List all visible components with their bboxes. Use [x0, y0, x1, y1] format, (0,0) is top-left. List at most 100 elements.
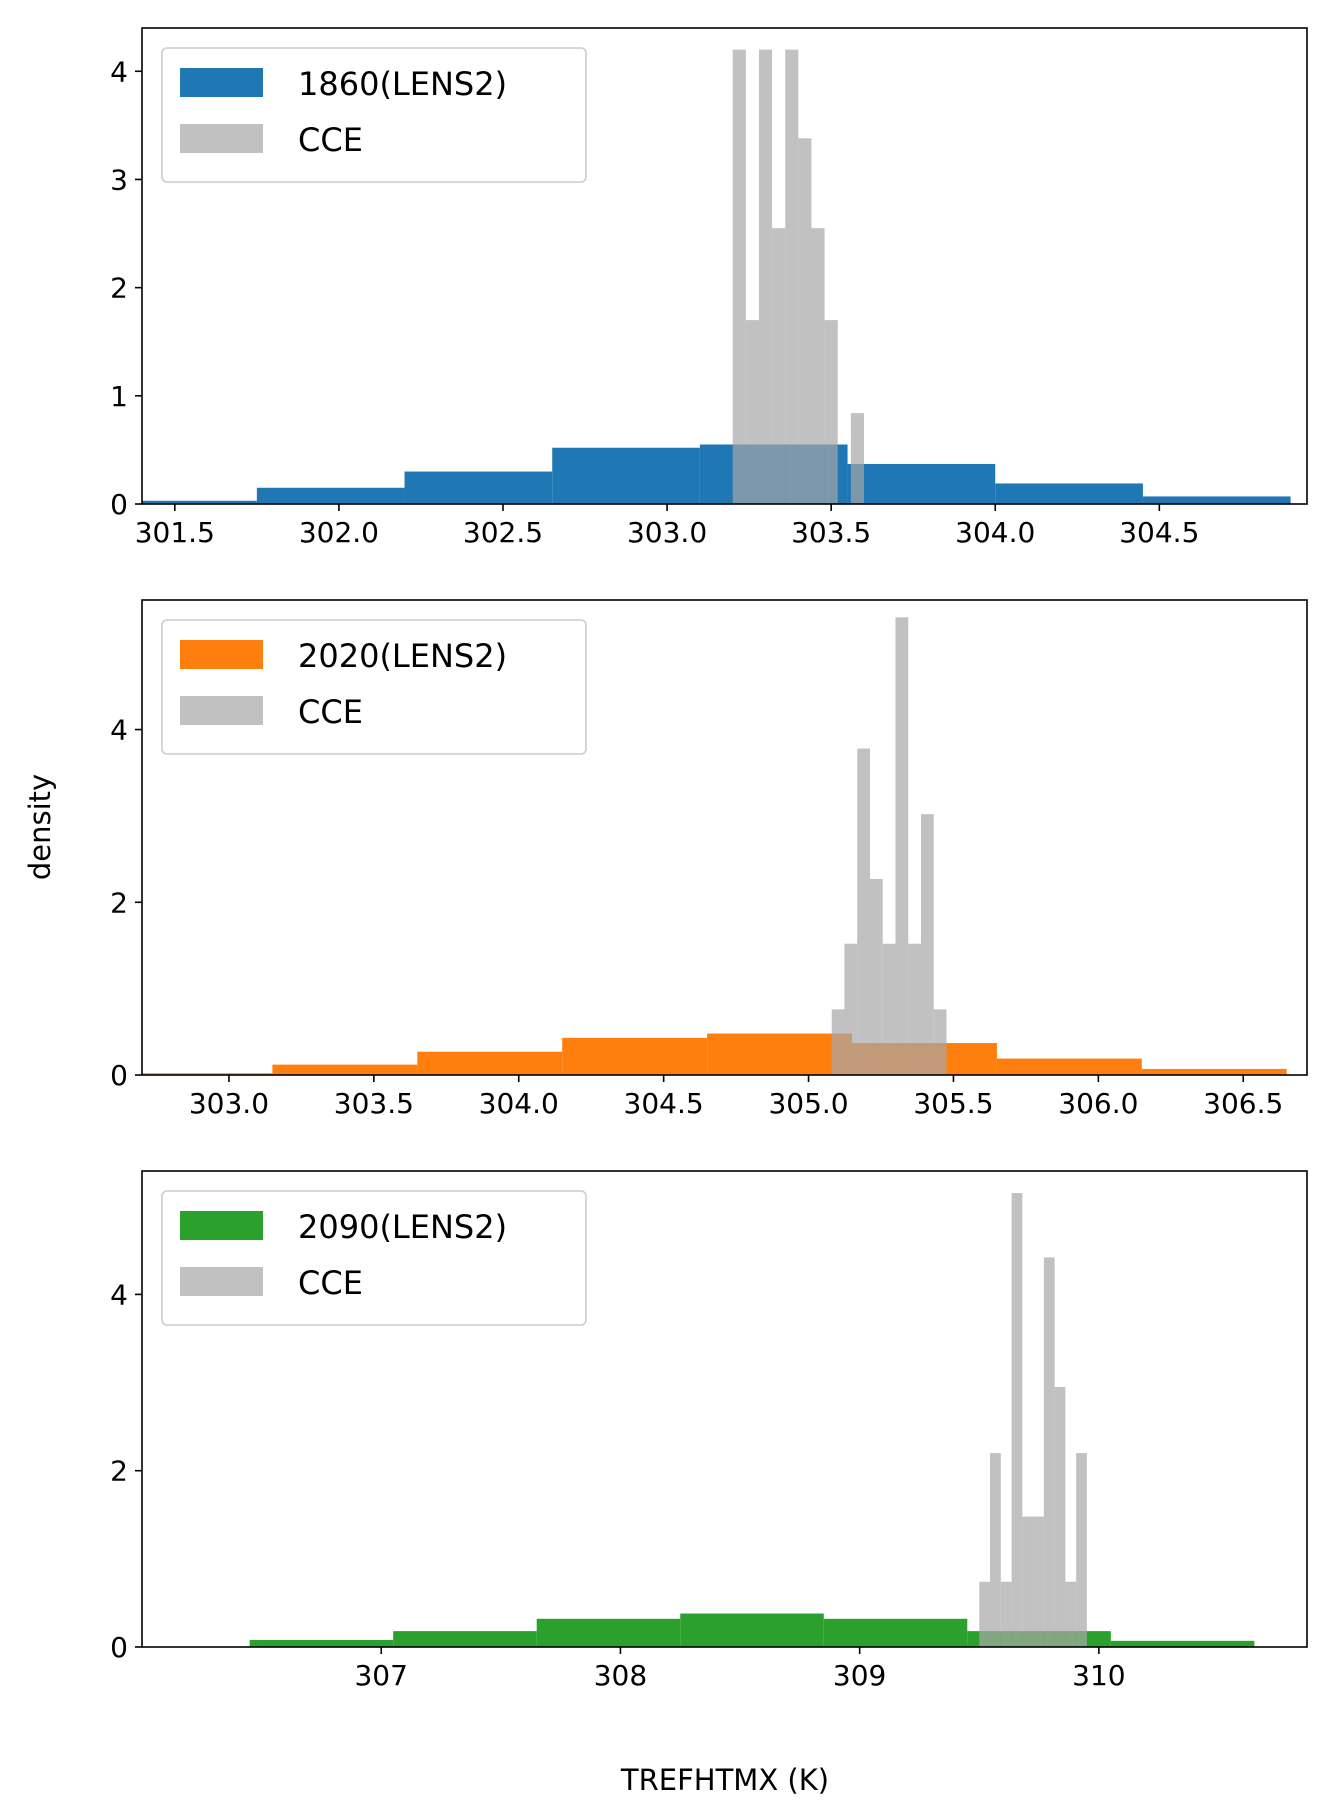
panel-1-legend-label-2: CCE — [298, 121, 363, 159]
panel-1-ytick-label-1: 0 — [110, 488, 128, 521]
panel-1-series-2-bar-5 — [785, 49, 799, 504]
panel-1-series-1-bar-1 — [142, 500, 257, 504]
panel-1-ytick-label-2: 1 — [110, 380, 128, 413]
panel-1-xtick-label-3: 302.5 — [463, 516, 543, 549]
panel-2-xtick-label-4: 304.5 — [624, 1087, 704, 1120]
panel-2-series-2-bar-5 — [882, 943, 896, 1075]
panel-3-series-2-bar-7 — [1043, 1257, 1055, 1647]
panel-3-ytick-label-3: 4 — [110, 1278, 128, 1311]
panel-1-series-2-bar-1 — [732, 49, 746, 504]
panel-1-legend-swatch-1 — [180, 68, 263, 97]
panel-2-legend-swatch-1 — [180, 640, 263, 669]
panel-1-series-2-bar-7 — [811, 228, 825, 504]
panel-2-ytick-label-3: 4 — [110, 714, 128, 747]
panel-3-series-2-bar-10 — [1076, 1453, 1087, 1647]
panel-2-xtick-label-2: 303.5 — [334, 1087, 414, 1120]
panel-2-series-2-bar-9 — [933, 1009, 947, 1075]
panel-1-series-2-bar-4 — [772, 228, 786, 504]
panel-2-series-2-bar-8 — [920, 814, 934, 1075]
panel-3-series-2-bar-2 — [990, 1453, 1001, 1647]
panel-3-series-2-bar-9 — [1065, 1581, 1077, 1647]
panel-1-series-1-bar-8 — [1142, 496, 1291, 504]
panel-2-ytick-label-2: 2 — [110, 886, 128, 919]
panel-3-bars — [249, 1193, 1255, 1647]
panel-2-series-1-bar-3 — [417, 1051, 563, 1075]
panel-1-ytick-label-5: 4 — [110, 55, 128, 88]
panel-2-frame — [141, 599, 1308, 1076]
panel-2-series-1-bar-7 — [996, 1058, 1142, 1075]
panel-3-legend-label-2: CCE — [298, 1264, 363, 1302]
panel-2-xtick-label-8: 306.5 — [1203, 1087, 1283, 1120]
panel-1-bars — [142, 49, 1291, 504]
panel-3-xtick-label-1: 307 — [354, 1659, 407, 1692]
panel-1-series-2-bar-6 — [798, 138, 812, 504]
panel-3-series-1-bar-2 — [393, 1631, 537, 1647]
panel-3-ytick-label-2: 2 — [110, 1455, 128, 1488]
panel-2-xtick-label-7: 306.0 — [1058, 1087, 1138, 1120]
panel-1-frame — [141, 27, 1308, 505]
panel-3-legend-swatch-2 — [180, 1267, 263, 1296]
panel-1-series-1-bar-3 — [404, 471, 553, 504]
panel-2-xtick-label-3: 304.0 — [479, 1087, 559, 1120]
panel-1-series-2-bar-3 — [758, 49, 773, 504]
panel-2-series-1-bar-8 — [1141, 1068, 1287, 1075]
panel-3-series-2-bar-3 — [1000, 1581, 1012, 1647]
panel-3-series-1-bar-3 — [536, 1618, 681, 1647]
panel-1-xtick-label-4: 303.0 — [627, 516, 707, 549]
panel-3-series-1-bar-5 — [823, 1618, 968, 1647]
panel-3-ytick-label-1: 0 — [110, 1631, 128, 1664]
panel-2-legend-label-1: 2020(LENS2) — [298, 637, 507, 675]
panel-3-xtick-label-4: 310 — [1072, 1659, 1125, 1692]
panel-3-legend: 2090(LENS2) CCE — [161, 1190, 587, 1326]
panel-1-series-1-bar-4 — [552, 447, 700, 504]
panel-3-xtick-label-3: 309 — [833, 1659, 886, 1692]
panel-2-bars — [142, 617, 1287, 1075]
panel-2-series-2-bar-4 — [869, 878, 883, 1075]
panel-2-series-2-bar-1 — [831, 1009, 845, 1075]
panel-1-series-2-bar-10 — [850, 413, 864, 504]
x-axis-title: TREFHTMX (K) — [620, 1763, 829, 1797]
panel-3-frame — [141, 1170, 1308, 1648]
panel-1-xtick-label-5: 303.5 — [791, 516, 871, 549]
panel-2-series-1-bar-2 — [272, 1064, 418, 1075]
panel-1-series-1-bar-7 — [995, 483, 1143, 504]
y-axis-title: density — [23, 774, 57, 880]
panel-3-series-2-bar-4 — [1011, 1193, 1023, 1647]
panel-2-series-2-bar-7 — [908, 943, 921, 1075]
panel-1: 301.5 302.0 302.5 303.0 303.5 304.0 304.5 0 1 2 3 4… — [110, 27, 1308, 549]
panel-2-series-1-bar-5 — [707, 1033, 853, 1075]
panel-1-legend-box — [161, 47, 587, 183]
panel-2-legend-swatch-2 — [180, 696, 263, 725]
panel-1-series-2-bar-2 — [745, 320, 759, 504]
panel-1-ytick-label-3: 2 — [110, 272, 128, 305]
panel-3-series-2-bar-5 — [1022, 1516, 1034, 1647]
panel-3-series-2-bar-1 — [979, 1581, 991, 1647]
panel-3-series-1-bar-1 — [249, 1639, 394, 1647]
panel-1-series-1-bar-2 — [256, 487, 405, 504]
panel-2-legend-box — [161, 619, 587, 755]
panel-2-series-2-bar-6 — [895, 617, 909, 1075]
panel-1-xtick-label-7: 304.5 — [1119, 516, 1199, 549]
panel-3-legend-swatch-1 — [180, 1211, 263, 1240]
panel-2-ytick-label-1: 0 — [110, 1059, 128, 1092]
panel-2-series-1-bar-4 — [562, 1037, 708, 1075]
panel-3-xtick-label-2: 308 — [594, 1659, 647, 1692]
panel-3-series-1-bar-4 — [680, 1613, 824, 1647]
panel-2-xtick-label-5: 305.0 — [768, 1087, 848, 1120]
panel-2: 303.0 303.5 304.0 304.5 305.0 305.5 306.0 306.5… — [110, 599, 1308, 1120]
panel-1-legend: 1860(LENS2) CCE — [161, 47, 587, 183]
panel-1-legend-label-1: 1860(LENS2) — [298, 65, 507, 103]
panel-3-legend-label-1: 2090(LENS2) — [298, 1208, 507, 1246]
panel-1-xtick-label-6: 304.0 — [955, 516, 1035, 549]
panel-1-xtick-label-1: 301.5 — [135, 516, 215, 549]
panel-3-series-1-bar-7 — [1110, 1640, 1255, 1647]
panel-1-series-2-bar-8 — [824, 320, 838, 504]
panel-1-ytick-label-4: 3 — [110, 163, 128, 196]
panel-3: 307 308 309 310 0 2 4 2090(LENS2) CCE — [110, 1170, 1308, 1692]
panel-2-series-2-bar-2 — [844, 943, 858, 1075]
panel-1-series-1-bar-6 — [847, 463, 996, 504]
panel-3-series-2-bar-6 — [1033, 1516, 1044, 1647]
panel-1-xtick-label-2: 302.0 — [299, 516, 379, 549]
panel-2-legend: 2020(LENS2) CCE — [161, 619, 587, 755]
